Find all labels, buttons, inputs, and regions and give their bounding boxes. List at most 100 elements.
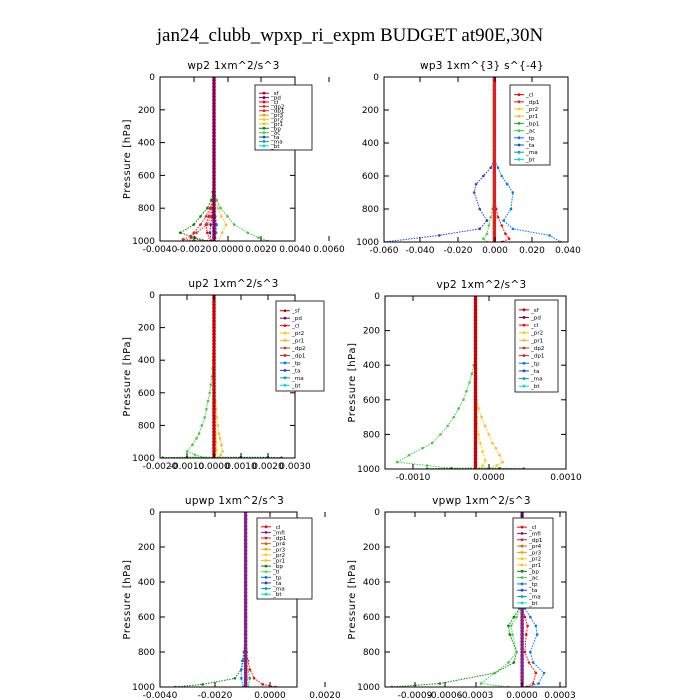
series-point: [492, 210, 497, 215]
y-tick-label: 800: [138, 421, 155, 431]
series-point: [473, 439, 478, 444]
series-point: [212, 180, 216, 184]
series-point: [212, 190, 216, 194]
series-point: [212, 335, 216, 340]
series-point: [205, 206, 209, 210]
series-point: [537, 682, 540, 685]
y-tick-label: 1000: [132, 237, 155, 247]
series-point: [478, 207, 481, 211]
series-point: [243, 573, 248, 577]
series-point: [492, 170, 497, 175]
y-tick-label: 1000: [356, 238, 379, 248]
series-point: [243, 517, 248, 521]
series-point: [212, 439, 216, 444]
plot-frame: [159, 511, 298, 688]
y-tick-label: 0: [374, 292, 380, 302]
series-point: [212, 203, 216, 207]
series-point: [243, 650, 248, 654]
series-point: [243, 639, 248, 644]
series-point: [492, 81, 497, 86]
series-point: [212, 332, 216, 336]
legend-marker: [520, 595, 524, 598]
series-point: [232, 223, 236, 226]
series-point: [512, 661, 516, 664]
series-point: [212, 407, 216, 411]
x-tick-label: 0.0000: [212, 245, 244, 255]
series-point: [492, 164, 497, 168]
legend-entry: _mfl: [528, 531, 541, 537]
series-point: [473, 436, 478, 440]
series-point: [481, 450, 485, 454]
series-point: [520, 622, 524, 626]
legend-entry: _pr1: [272, 559, 286, 565]
y-tick-label: 800: [362, 205, 379, 215]
series-point: [212, 436, 216, 441]
series-point: [209, 215, 212, 218]
series-point: [492, 141, 497, 145]
legend-entry: _ma: [270, 139, 283, 145]
legend-marker: [283, 354, 287, 357]
series-point: [492, 111, 497, 116]
legend-entry: _ac: [270, 131, 280, 137]
series-point: [212, 329, 216, 333]
series-point: [485, 219, 489, 222]
series-point: [243, 587, 248, 591]
series-point: [452, 415, 456, 419]
legend-entry: _pr4: [272, 542, 286, 548]
legend-entry: _dp2: [270, 104, 284, 110]
series-point: [520, 608, 524, 612]
series-point: [473, 449, 478, 454]
x-tick-label: 0.0000: [473, 473, 505, 483]
series-point: [492, 85, 497, 89]
series-point: [493, 671, 496, 675]
series-point: [473, 332, 478, 336]
series-point: [473, 314, 478, 319]
x-tick-label: -0.0009: [398, 691, 433, 700]
series-point: [220, 231, 224, 235]
panel-title: wp3 1xm^{3} s^{-4}: [420, 60, 544, 72]
legend-entry: _dp1: [525, 100, 540, 106]
series-point: [212, 206, 216, 210]
series-point: [492, 95, 497, 99]
series-point: [492, 194, 497, 198]
legend-entry: _dp1: [530, 354, 545, 360]
legend-entry: _dp1: [272, 536, 287, 542]
y-axis-label: Pressure [hPa]: [122, 119, 133, 199]
series-point: [212, 163, 216, 168]
legend-box: [254, 84, 313, 151]
series-point: [243, 646, 248, 651]
y-axis-label: Pressure [hPa]: [347, 342, 358, 422]
series-point: [492, 98, 497, 102]
series-point: [246, 231, 250, 235]
series-point: [212, 404, 216, 408]
legend-entry: _pd: [291, 316, 302, 322]
series-point: [212, 306, 216, 310]
series-point: [215, 415, 218, 419]
series-point: [212, 319, 216, 323]
series-point: [243, 580, 248, 584]
series-point: [492, 151, 497, 155]
y-tick-label: 200: [138, 324, 155, 334]
series-point: [212, 81, 216, 86]
x-tick-label: 0.0000: [506, 691, 538, 700]
series-point: [473, 408, 478, 412]
y-tick-label: 200: [363, 327, 380, 337]
legend-marker: [283, 376, 287, 380]
y-tick-label: 200: [363, 543, 380, 553]
series-point: [248, 676, 252, 680]
legend-marker: [283, 331, 287, 335]
series-point: [520, 639, 524, 644]
legend-marker: [520, 569, 524, 573]
series-point: [208, 391, 211, 395]
legend-entry: _mfl: [272, 530, 285, 536]
legend-entry: _pr4: [528, 544, 542, 550]
series-point: [185, 450, 189, 453]
series-point: [473, 411, 478, 416]
series-point: [492, 197, 497, 201]
series-point: [212, 430, 216, 434]
legend-entry: _bt: [530, 384, 540, 390]
series-point: [473, 442, 478, 447]
series-point: [212, 449, 216, 454]
series-point: [492, 187, 497, 191]
legend-entry: _tp: [272, 575, 282, 581]
